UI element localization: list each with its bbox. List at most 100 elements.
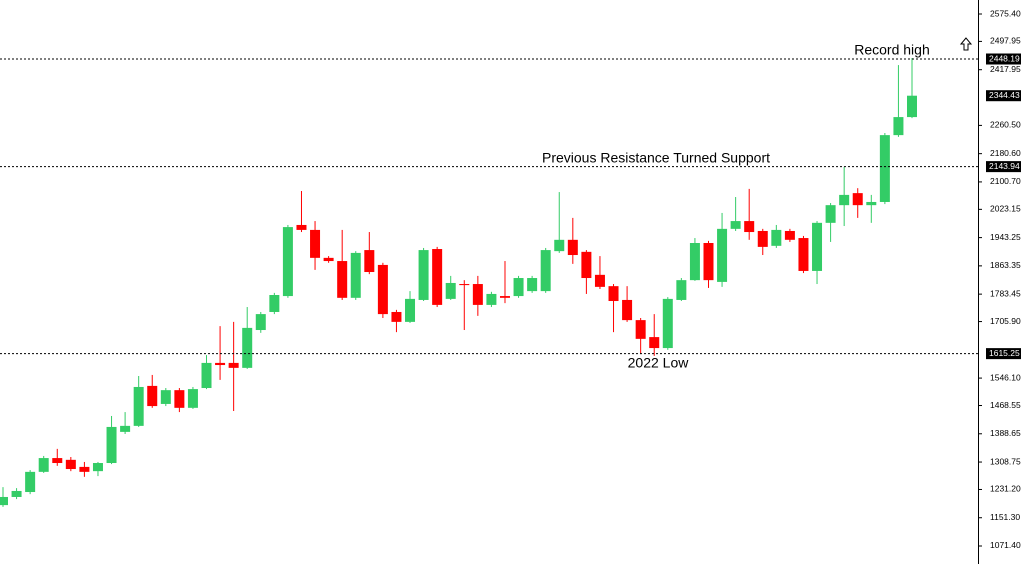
candle-body bbox=[635, 320, 646, 339]
candle-body bbox=[744, 221, 755, 233]
candle-body bbox=[486, 293, 497, 305]
candle-body bbox=[296, 224, 307, 230]
candle-body bbox=[812, 222, 823, 271]
candle-body bbox=[540, 250, 551, 292]
y-tick-label: 2023.15 bbox=[990, 204, 1021, 214]
candle-body bbox=[106, 426, 117, 464]
candle-body bbox=[730, 221, 741, 229]
candle-body bbox=[757, 230, 768, 247]
candle-body bbox=[879, 135, 890, 202]
candle-body bbox=[594, 274, 605, 287]
candle-body bbox=[79, 466, 90, 472]
candle-body bbox=[25, 471, 36, 493]
candle-body bbox=[52, 458, 63, 464]
price-label-bg bbox=[986, 90, 1021, 102]
y-tick-label: 2180.60 bbox=[990, 148, 1021, 158]
candle-body bbox=[11, 490, 22, 497]
arrow-icon[interactable] bbox=[959, 37, 973, 51]
y-tick-label: 1783.45 bbox=[990, 288, 1021, 298]
candle-body bbox=[187, 389, 198, 408]
candle-body bbox=[703, 243, 714, 281]
candle-body bbox=[215, 362, 226, 366]
candle-body bbox=[418, 250, 429, 300]
level-label: 2143.94 bbox=[989, 161, 1020, 171]
annotation: 2022 Low bbox=[628, 355, 690, 371]
y-tick-label: 1863.35 bbox=[990, 260, 1021, 270]
y-tick-label: 2417.95 bbox=[990, 64, 1021, 74]
price-label: 2344.43 bbox=[989, 90, 1020, 100]
candle-body bbox=[310, 229, 321, 258]
candle-body bbox=[784, 230, 795, 240]
candle-body bbox=[649, 337, 660, 349]
y-tick-label: 2575.40 bbox=[990, 8, 1021, 18]
candle-body bbox=[242, 327, 253, 368]
y-tick-label: 1231.20 bbox=[990, 484, 1021, 494]
candle-body bbox=[608, 286, 619, 302]
y-tick-label: 2100.70 bbox=[990, 176, 1021, 186]
candle-body bbox=[622, 299, 633, 321]
candle-body bbox=[907, 95, 917, 118]
candle-body bbox=[174, 390, 185, 408]
candle-body bbox=[0, 496, 8, 506]
candle-body bbox=[255, 314, 266, 331]
candle-body bbox=[201, 362, 212, 389]
candle-body bbox=[839, 194, 850, 206]
y-tick-label: 2497.95 bbox=[990, 36, 1021, 46]
candle-body bbox=[92, 463, 103, 472]
candle-body bbox=[38, 458, 49, 472]
candle-body bbox=[350, 252, 361, 298]
y-tick-label: 1705.90 bbox=[990, 316, 1021, 326]
y-tick-label: 1071.40 bbox=[990, 540, 1021, 550]
level-label-bg bbox=[986, 161, 1021, 173]
candle-body bbox=[120, 425, 131, 432]
candle-body bbox=[147, 385, 158, 407]
y-tick-label: 1468.55 bbox=[990, 400, 1021, 410]
y-tick-label: 1151.30 bbox=[990, 512, 1020, 522]
candle-body bbox=[689, 243, 700, 281]
candle-body bbox=[133, 386, 144, 426]
candle-body bbox=[554, 239, 565, 252]
y-tick-label: 2260.50 bbox=[990, 120, 1021, 130]
candle-body bbox=[269, 294, 280, 312]
annotation: Record high bbox=[854, 42, 930, 58]
candle-body bbox=[160, 390, 171, 404]
annotation: Previous Resistance Turned Support bbox=[542, 150, 770, 166]
candle-body bbox=[581, 251, 592, 279]
candle-body bbox=[377, 264, 388, 315]
candle-body bbox=[445, 282, 456, 299]
candle-body bbox=[364, 250, 375, 273]
candle-body bbox=[472, 284, 483, 305]
level-label-bg bbox=[986, 53, 1021, 65]
candle-body bbox=[65, 459, 76, 470]
candle-body bbox=[323, 257, 334, 262]
candle-body bbox=[527, 278, 538, 292]
y-tick-label: 1308.75 bbox=[990, 456, 1021, 466]
candle-body bbox=[866, 201, 877, 206]
candle-body bbox=[825, 205, 836, 223]
candle-body bbox=[405, 298, 416, 322]
candle-body bbox=[513, 278, 524, 297]
candle-body bbox=[798, 238, 809, 271]
candle-body bbox=[337, 261, 348, 298]
candle-body bbox=[676, 280, 687, 300]
candle-body bbox=[432, 249, 443, 305]
level-label: 1615.25 bbox=[989, 348, 1020, 358]
candle-body bbox=[391, 311, 402, 322]
candle-body bbox=[459, 284, 470, 286]
candle-body bbox=[567, 239, 578, 256]
candle-body bbox=[893, 117, 904, 136]
candle-body bbox=[228, 362, 239, 368]
candle-body bbox=[282, 227, 293, 297]
y-tick-label: 1546.10 bbox=[990, 372, 1021, 382]
candle-body bbox=[771, 229, 782, 246]
y-tick-label: 1388.65 bbox=[990, 428, 1021, 438]
level-label: 2448.19 bbox=[989, 53, 1020, 63]
candle-body bbox=[717, 228, 728, 282]
level-label-bg bbox=[986, 348, 1021, 360]
candle-body bbox=[852, 193, 863, 206]
candle-body bbox=[662, 298, 673, 349]
y-tick-label: 1943.25 bbox=[990, 232, 1021, 242]
candle-body bbox=[499, 296, 510, 298]
